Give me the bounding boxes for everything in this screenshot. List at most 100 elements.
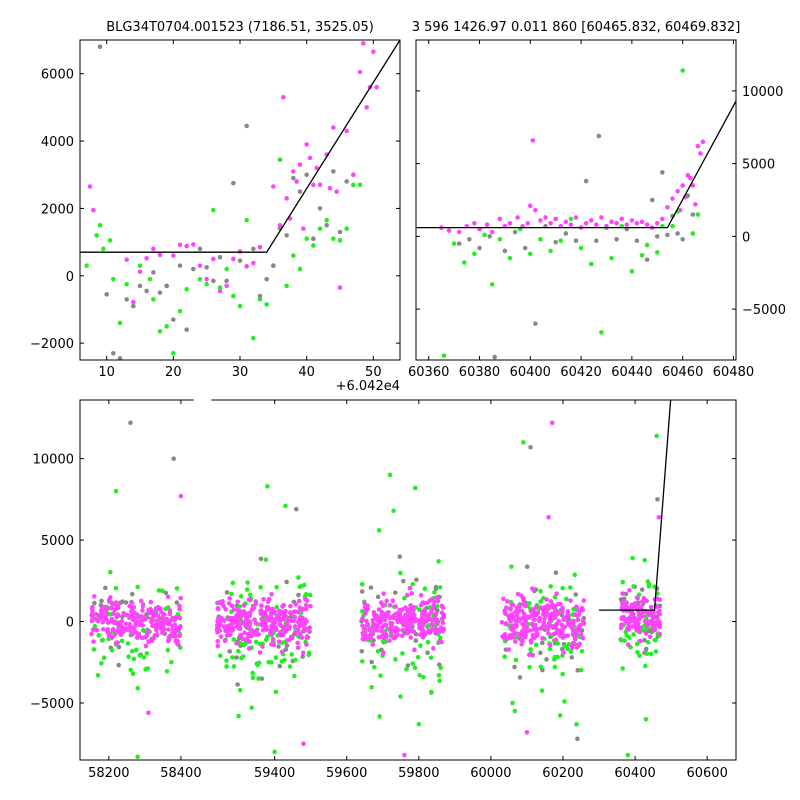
data-point: [575, 736, 580, 742]
data-point: [509, 564, 514, 569]
data-point: [235, 682, 240, 687]
data-point: [300, 606, 306, 612]
data-point: [282, 628, 288, 634]
data-point: [426, 617, 432, 622]
data-point: [628, 618, 634, 624]
data-point: [554, 591, 559, 597]
data-point: [238, 594, 244, 599]
data-point: [660, 170, 665, 175]
data-point: [94, 627, 100, 633]
data-point: [429, 622, 435, 627]
data-point: [412, 647, 417, 653]
data-point: [549, 611, 554, 617]
data-point: [512, 664, 517, 670]
data-point: [362, 604, 368, 610]
data-point: [410, 619, 415, 625]
data-point: [361, 41, 366, 46]
data-point: [643, 631, 649, 636]
data-point: [670, 196, 675, 201]
data-point: [100, 619, 106, 625]
data-point: [227, 649, 233, 654]
data-point: [292, 614, 298, 620]
data-point: [393, 630, 399, 635]
data-point: [337, 285, 343, 290]
data-point: [568, 598, 573, 603]
data-point: [632, 617, 638, 622]
data-point: [126, 654, 131, 660]
data-point: [372, 626, 377, 632]
data-point: [116, 622, 122, 627]
data-point: [519, 608, 525, 614]
data-point: [357, 69, 363, 75]
data-point: [231, 293, 236, 299]
data-point: [397, 610, 403, 615]
data-point: [398, 694, 403, 699]
data-point: [151, 297, 156, 302]
data-point: [244, 625, 250, 631]
data-point: [174, 600, 180, 605]
data-point: [260, 627, 266, 633]
data-point: [497, 236, 503, 242]
data-point: [263, 557, 269, 562]
data-point: [250, 670, 255, 676]
data-point: [219, 601, 225, 607]
data-point: [289, 635, 295, 641]
data-point: [387, 638, 392, 643]
data-point: [367, 633, 372, 639]
data-point: [456, 241, 462, 246]
data-point: [184, 286, 189, 292]
data-point: [289, 652, 295, 657]
data-point: [272, 609, 278, 615]
data-point: [176, 642, 181, 648]
data-point: [116, 662, 122, 668]
data-point: [562, 699, 567, 704]
data-point: [133, 647, 139, 653]
model-line: [599, 400, 672, 611]
data-point: [415, 654, 421, 660]
x-tick-label: 60480: [713, 365, 754, 380]
data-point: [295, 640, 300, 646]
data-point: [381, 591, 386, 596]
data-point: [99, 598, 104, 604]
data-point: [92, 600, 97, 606]
data-point: [533, 604, 539, 610]
x-tick-label: 40: [298, 365, 315, 380]
data-point: [561, 617, 567, 622]
data-point: [609, 219, 614, 225]
data-point: [231, 664, 237, 669]
data-point: [629, 268, 635, 274]
data-point: [108, 606, 114, 611]
data-point: [134, 635, 140, 641]
data-point: [115, 612, 121, 617]
data-point: [565, 633, 571, 638]
data-point: [301, 741, 306, 747]
data-point: [147, 276, 153, 282]
data-point: [114, 605, 120, 611]
data-point: [537, 616, 542, 621]
data-point: [502, 248, 508, 254]
data-point: [618, 625, 624, 631]
data-point: [128, 420, 133, 426]
data-point: [435, 621, 440, 627]
data-point: [261, 621, 266, 627]
data-point: [519, 637, 525, 643]
data-point: [172, 617, 177, 623]
data-point: [251, 605, 257, 611]
data-point: [172, 632, 177, 638]
data-point: [266, 615, 271, 620]
data-point: [376, 619, 382, 624]
x-tick-label: 20: [165, 365, 182, 380]
data-point: [104, 292, 109, 297]
data-point: [287, 624, 292, 630]
data-point: [288, 611, 293, 616]
data-point: [271, 184, 276, 189]
data-point: [687, 175, 693, 181]
data-point: [387, 472, 393, 478]
data-point: [657, 624, 662, 630]
data-point: [277, 157, 283, 162]
data-point: [421, 600, 426, 606]
data-point: [362, 600, 367, 606]
data-point: [131, 303, 136, 309]
data-point: [370, 617, 376, 623]
data-point: [337, 238, 343, 243]
